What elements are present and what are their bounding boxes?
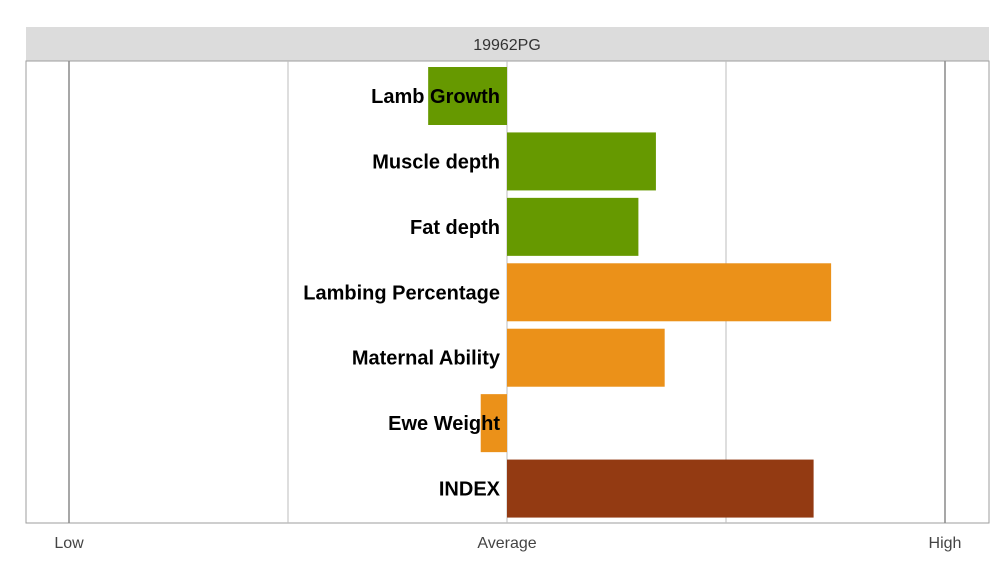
- bar-label-maternal-ability: Maternal Ability: [352, 348, 501, 370]
- x-tick-label-high: High: [929, 535, 962, 552]
- bar-label-lambing-percentage: Lambing Percentage: [303, 282, 500, 304]
- bar-ewe-weight: [480, 394, 507, 453]
- x-tick-label-average: Average: [477, 535, 536, 552]
- bar-label-ewe-weight: Ewe Weight: [388, 413, 500, 435]
- bar-label-index: INDEX: [439, 479, 501, 501]
- bar-index: [507, 459, 814, 518]
- bar-labels: Lamb Growth Muscle depth Fat depth Lambing …: [303, 86, 501, 501]
- bar-label-lamb-growth: Lamb Growth: [371, 86, 500, 108]
- bar-fat-depth: [507, 197, 639, 256]
- bar-lamb-growth: [428, 67, 507, 125]
- bar-muscle-depth: [507, 132, 656, 191]
- x-tick-labels: Low Average High: [54, 535, 961, 552]
- bar-maternal-ability: [507, 328, 665, 387]
- bar-label-fat-depth: Fat depth: [410, 217, 500, 239]
- chart-title: 19962PG: [473, 37, 541, 54]
- bars: [428, 67, 832, 518]
- bar-label-muscle-depth: Muscle depth: [372, 151, 500, 173]
- x-tick-label-low: Low: [54, 535, 84, 552]
- chart-title-bar: [26, 27, 989, 61]
- bar-lambing-percentage: [507, 263, 832, 322]
